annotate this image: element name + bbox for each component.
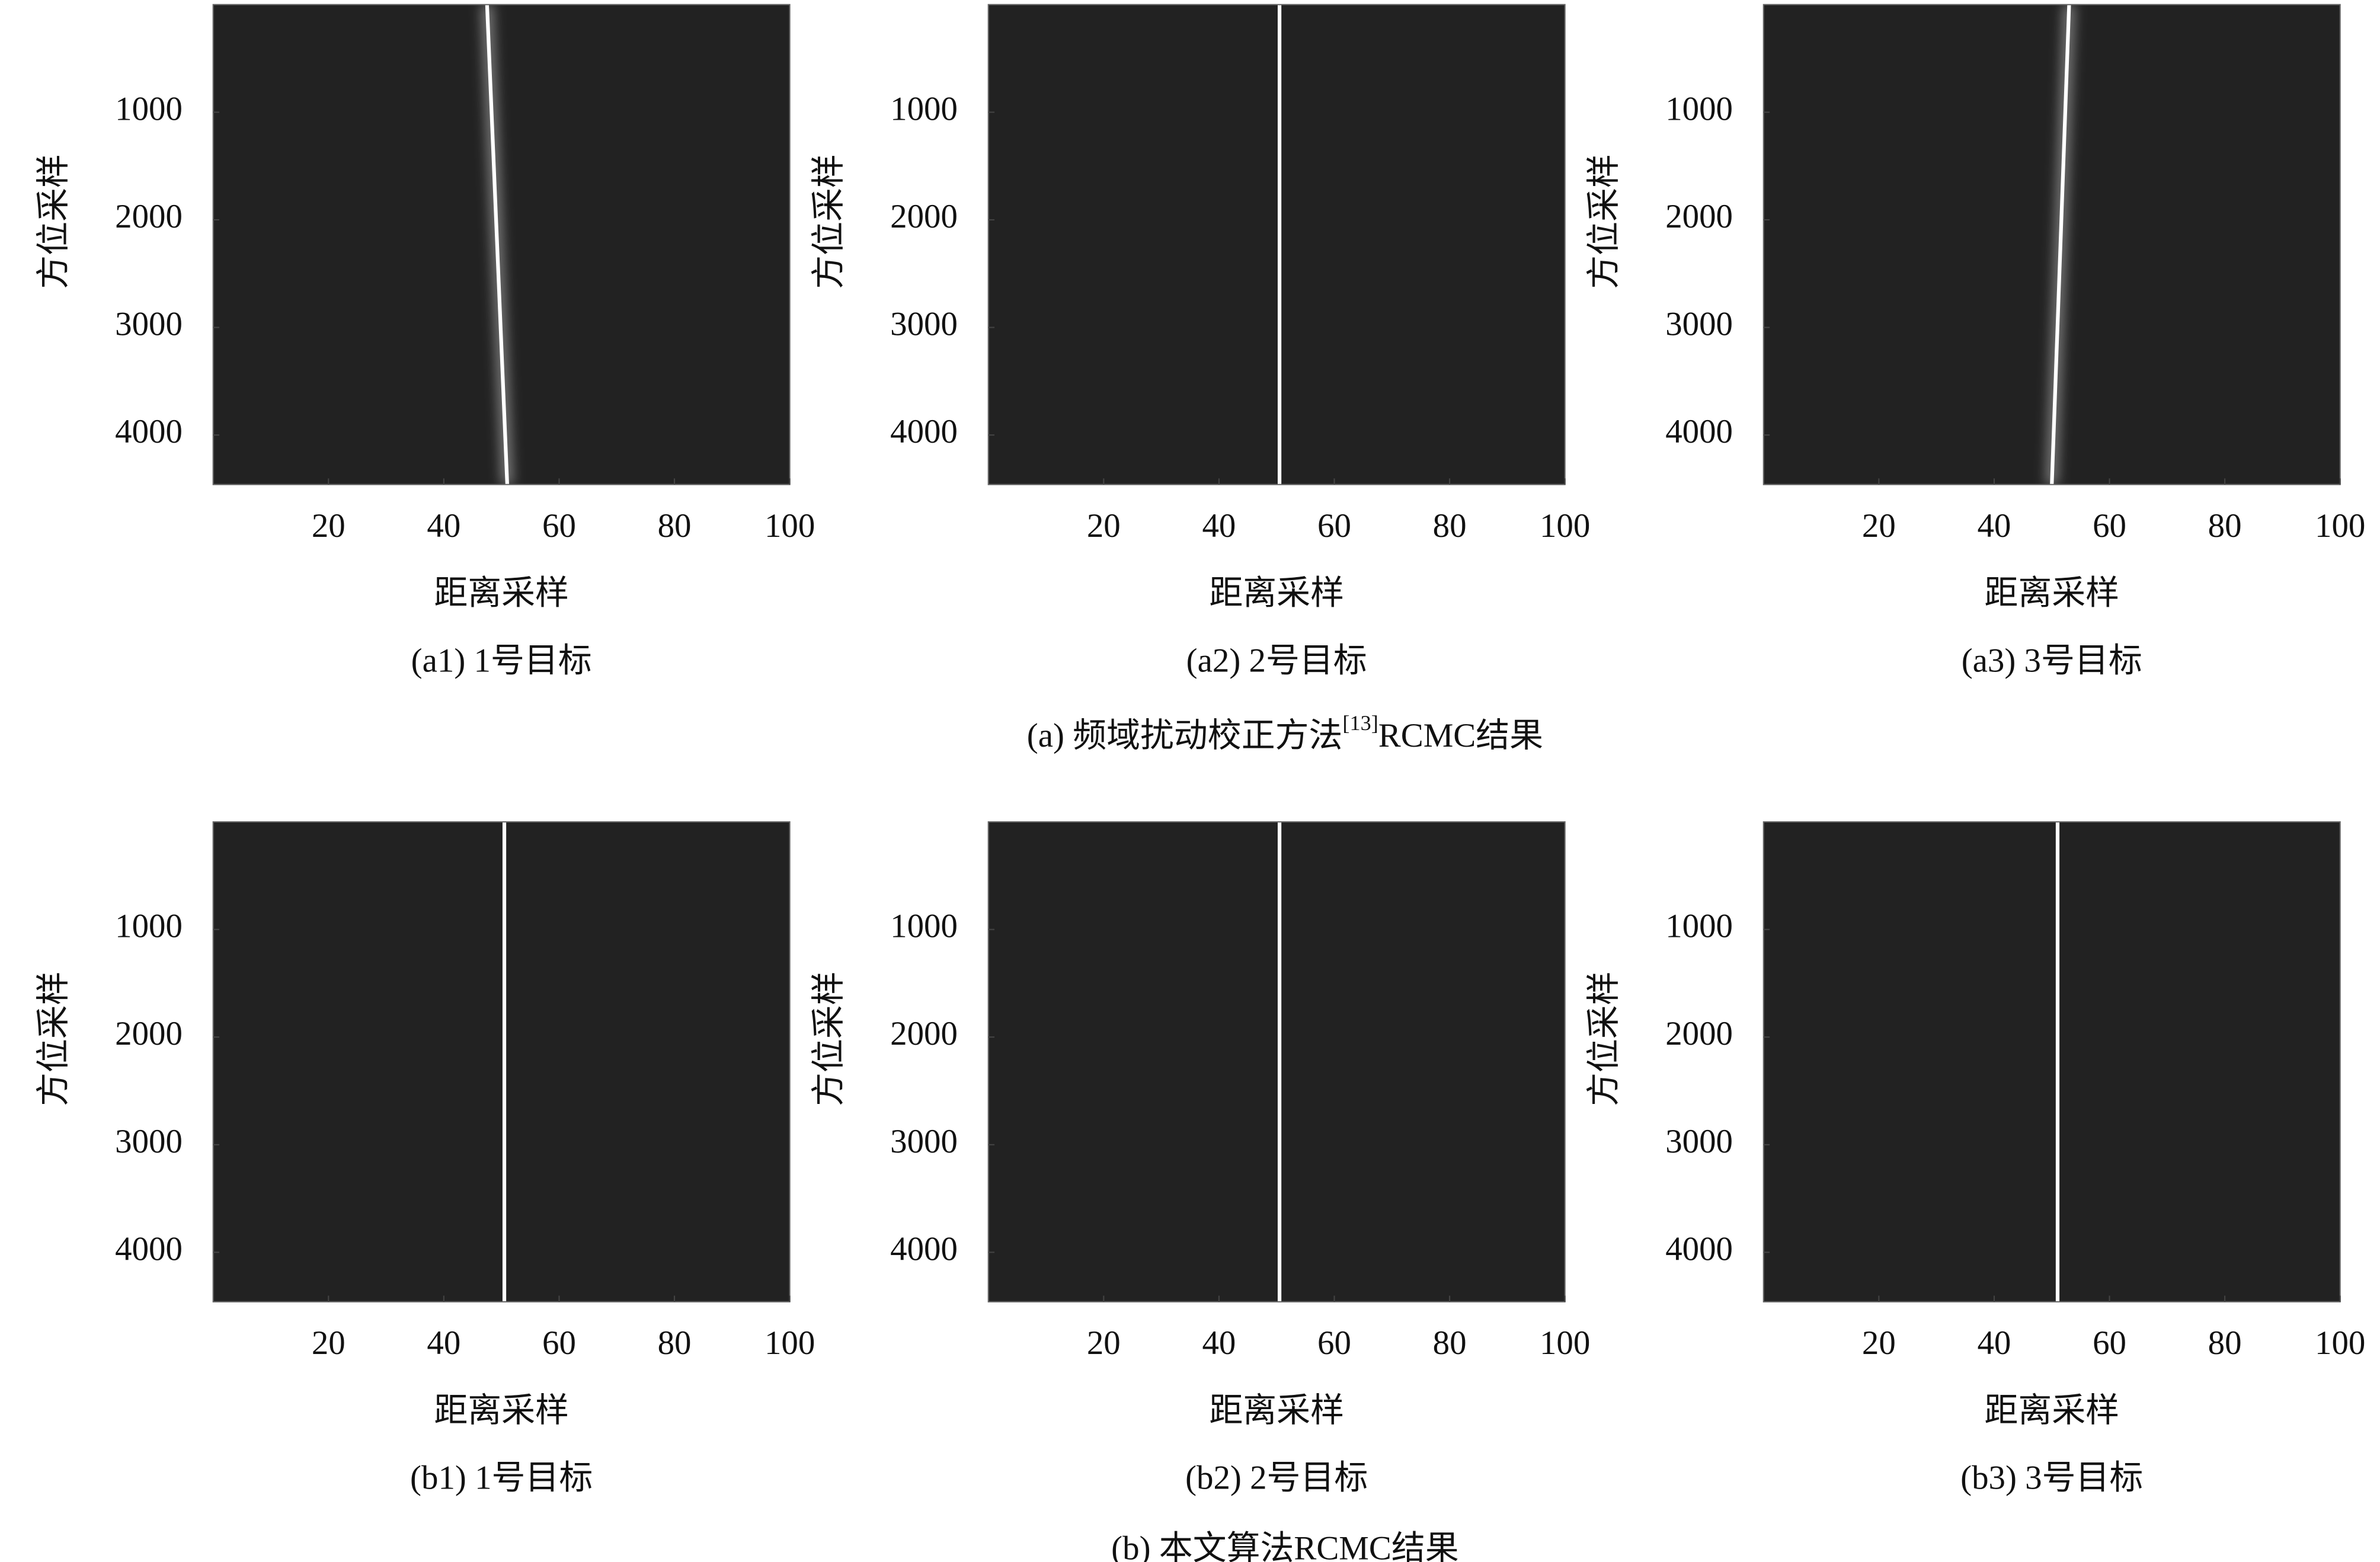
x-tick-label: 40 — [1977, 1324, 2011, 1362]
y-axis-label: 方位采样 — [35, 154, 72, 289]
caption-before: (b) 本文算法RCMC结果 — [1111, 1530, 1458, 1562]
x-tick-label: 20 — [1862, 1324, 1896, 1362]
y-tick-label: 3000 — [115, 306, 183, 343]
y-tick-label: 1000 — [115, 90, 183, 127]
plot-frame — [987, 821, 1566, 1302]
y-tick-label: 3000 — [1665, 1123, 1733, 1160]
x-tick-label: 60 — [2093, 507, 2126, 545]
ridge-line — [2050, 4, 2071, 485]
plot-frame — [1762, 821, 2341, 1302]
subplot-title: (b3) 3号目标 — [1960, 1459, 2143, 1497]
x-tick-label: 100 — [1540, 507, 1590, 545]
plot-frame — [212, 821, 791, 1302]
x-tick-label: 100 — [764, 507, 815, 545]
subplot-title: (a1) 1号目标 — [411, 642, 592, 679]
x-axis-label: 距离采样 — [434, 1392, 569, 1429]
x-tick-label: 40 — [427, 507, 460, 545]
caption-before: (a) 频域扰动校正方法 — [1027, 717, 1343, 754]
x-tick-label: 80 — [1433, 507, 1467, 545]
ridge-line — [485, 4, 509, 485]
x-tick-label: 80 — [1433, 1324, 1467, 1362]
x-tick-label: 60 — [2093, 1324, 2126, 1362]
caption-ref: [13] — [1342, 711, 1378, 735]
y-tick-label: 1000 — [890, 908, 958, 945]
x-tick-label: 20 — [312, 1324, 346, 1362]
x-axis-label: 距离采样 — [1209, 575, 1344, 612]
y-tick-label: 4000 — [890, 413, 958, 450]
subplot-title: (b2) 2号目标 — [1185, 1459, 1368, 1497]
y-tick-label: 2000 — [1665, 1015, 1733, 1052]
x-tick-label: 100 — [1540, 1324, 1590, 1362]
x-axis-label: 距离采样 — [1209, 1392, 1344, 1429]
x-axis-label: 距离采样 — [1984, 1392, 2119, 1429]
subplot-title: (a3) 3号目标 — [1962, 642, 2142, 679]
y-tick-label: 2000 — [890, 198, 958, 235]
y-tick-label: 3000 — [115, 1123, 183, 1160]
x-tick-label: 40 — [1977, 507, 2011, 545]
y-tick-label: 4000 — [115, 1230, 183, 1267]
x-tick-label: 20 — [1087, 1324, 1121, 1362]
x-tick-label: 100 — [2315, 1324, 2365, 1362]
y-tick-label: 1000 — [1665, 90, 1733, 127]
subplot-title: (b1) 1号目标 — [410, 1459, 593, 1497]
x-tick-label: 60 — [1317, 507, 1351, 545]
y-tick-label: 3000 — [1665, 306, 1733, 343]
plot-frame — [987, 4, 1566, 485]
x-tick-label: 100 — [764, 1324, 815, 1362]
group-caption: (a) 频域扰动校正方法[13]RCMC结果 — [1027, 711, 1543, 754]
x-tick-label: 80 — [2208, 507, 2242, 545]
x-tick-label: 60 — [1317, 1324, 1351, 1362]
x-tick-label: 100 — [2315, 507, 2365, 545]
caption-after: RCMC结果 — [1378, 717, 1543, 754]
y-axis-label: 方位采样 — [1585, 154, 1623, 289]
x-tick-label: 60 — [542, 1324, 576, 1362]
y-tick-label: 4000 — [890, 1230, 958, 1267]
y-axis-label: 方位采样 — [810, 154, 847, 289]
x-axis-label: 距离采样 — [1984, 575, 2119, 612]
x-tick-label: 40 — [1202, 1324, 1236, 1362]
y-axis-label: 方位采样 — [35, 971, 72, 1106]
y-tick-label: 3000 — [890, 306, 958, 343]
x-tick-label: 20 — [1087, 507, 1121, 545]
x-tick-label: 40 — [1202, 507, 1236, 545]
group-caption: (b) 本文算法RCMC结果 — [1111, 1530, 1458, 1562]
x-tick-label: 80 — [658, 1324, 692, 1362]
x-tick-label: 60 — [542, 507, 576, 545]
plot-frame — [1762, 4, 2341, 485]
x-tick-label: 80 — [2208, 1324, 2242, 1362]
y-tick-label: 1000 — [1665, 908, 1733, 945]
ridge-group — [481, 4, 513, 485]
plot-frame — [212, 4, 791, 485]
y-tick-label: 2000 — [890, 1015, 958, 1052]
subplot-title: (a2) 2号目标 — [1186, 642, 1367, 679]
x-tick-label: 80 — [658, 507, 692, 545]
y-tick-label: 3000 — [890, 1123, 958, 1160]
x-tick-label: 40 — [427, 1324, 460, 1362]
y-tick-label: 4000 — [1665, 1230, 1733, 1267]
y-tick-label: 2000 — [1665, 198, 1733, 235]
y-tick-label: 4000 — [1665, 413, 1733, 450]
y-tick-label: 1000 — [115, 908, 183, 945]
x-tick-label: 20 — [312, 507, 346, 545]
y-tick-label: 2000 — [115, 1015, 183, 1052]
y-tick-label: 1000 — [890, 90, 958, 127]
y-axis-label: 方位采样 — [1585, 971, 1623, 1106]
x-axis-label: 距离采样 — [434, 575, 569, 612]
ridge-group — [2046, 4, 2075, 485]
y-tick-label: 4000 — [115, 413, 183, 450]
y-tick-label: 2000 — [115, 198, 183, 235]
plot-background — [1763, 821, 2340, 1302]
x-tick-label: 20 — [1862, 507, 1896, 545]
y-axis-label: 方位采样 — [810, 971, 847, 1106]
